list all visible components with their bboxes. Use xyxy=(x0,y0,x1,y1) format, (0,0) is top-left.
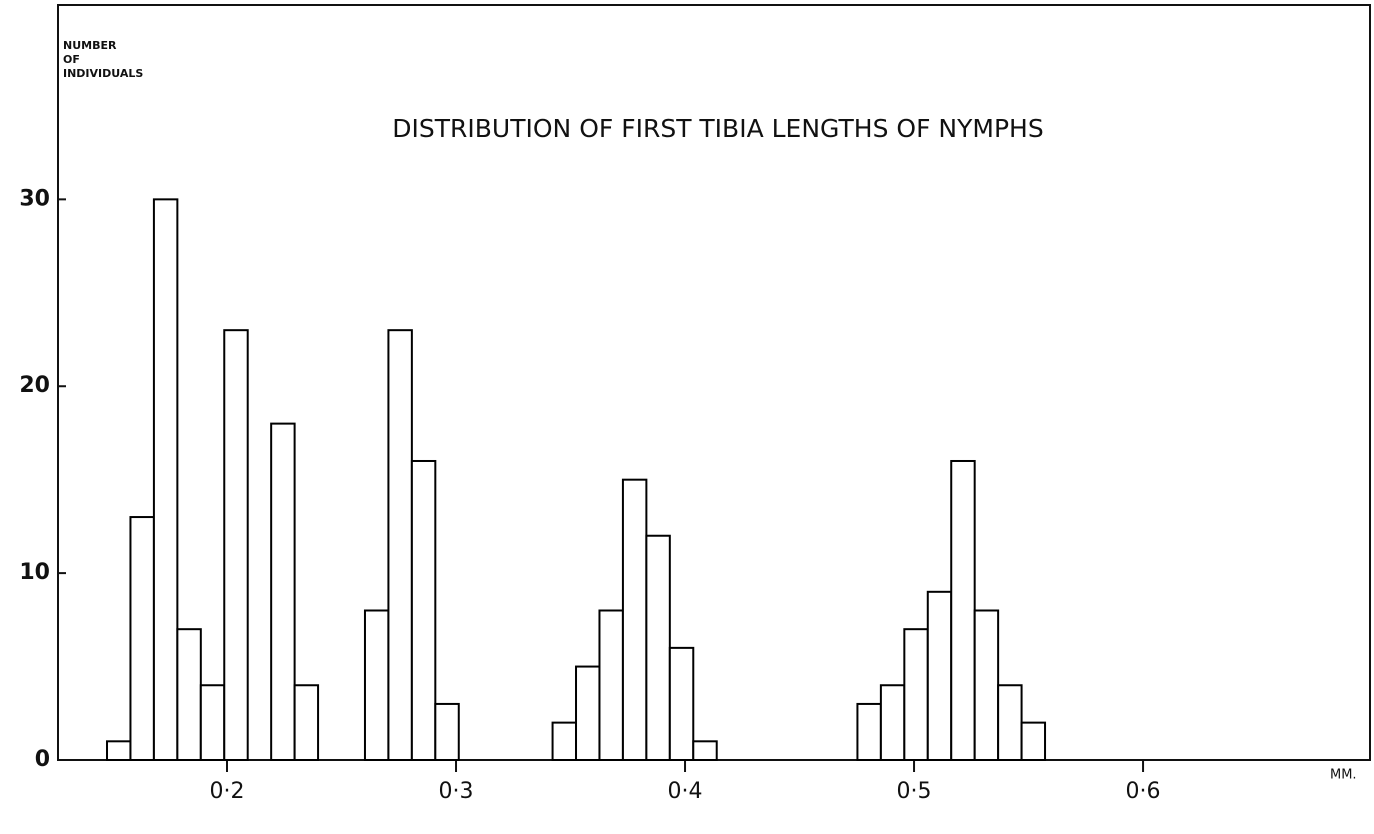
bar xyxy=(926,590,953,762)
y-tick-label: 10 xyxy=(19,560,50,585)
y-axis-label: NUMBER xyxy=(63,39,117,52)
x-tick-label: 0·6 xyxy=(1126,779,1161,804)
bar xyxy=(551,721,578,762)
bar xyxy=(176,628,202,761)
bar xyxy=(621,478,648,761)
bar xyxy=(879,684,906,761)
bar xyxy=(645,534,671,761)
bar xyxy=(410,459,437,761)
bar xyxy=(598,609,624,761)
bar xyxy=(106,740,132,762)
y-tick-label: 0 xyxy=(35,747,50,772)
bar xyxy=(973,609,1000,761)
bar xyxy=(668,646,695,761)
bar xyxy=(856,702,882,762)
bar xyxy=(223,329,249,761)
bar xyxy=(293,684,320,761)
x-tick-label: 0·5 xyxy=(897,779,932,804)
bar xyxy=(199,684,226,761)
y-tick-label: 20 xyxy=(19,373,50,398)
x-tick-label: 0·2 xyxy=(210,779,245,804)
chart-title: DISTRIBUTION OF FIRST TIBIA LENGTHS OF N… xyxy=(392,114,1043,143)
bar xyxy=(129,516,155,761)
x-tick-label: 0·4 xyxy=(668,779,703,804)
x-axis-unit: MM. xyxy=(1330,768,1357,783)
bar xyxy=(363,609,390,761)
y-tick-label: 30 xyxy=(19,186,50,211)
x-tick-label: 0·3 xyxy=(439,779,474,804)
bar xyxy=(997,684,1023,761)
y-axis-label: INDIVIDUALS xyxy=(63,67,143,80)
bar xyxy=(387,329,413,761)
bar xyxy=(692,740,718,762)
bar xyxy=(434,702,460,762)
bar xyxy=(903,628,929,761)
bar xyxy=(270,422,296,761)
bar xyxy=(950,459,976,761)
bar xyxy=(1020,721,1047,762)
bar xyxy=(575,665,601,761)
y-axis-label: OF xyxy=(63,53,80,66)
bar xyxy=(152,198,179,761)
